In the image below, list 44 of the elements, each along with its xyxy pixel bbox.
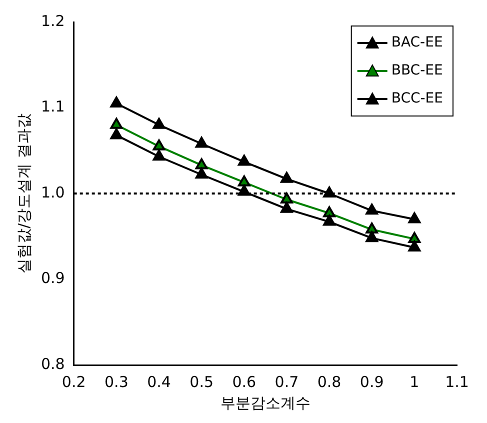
point bbox=[110, 118, 123, 129]
y-tick-label: 1.1 bbox=[40, 98, 65, 116]
y-tick-label: 1.0 bbox=[40, 183, 65, 202]
point bbox=[366, 204, 378, 215]
point bbox=[238, 154, 250, 166]
x-tick-label: 0.2 bbox=[62, 372, 86, 391]
point bbox=[110, 96, 123, 108]
x-tick-label: 0.8 bbox=[317, 372, 342, 391]
point bbox=[280, 172, 293, 183]
legend-label: BAC-EE bbox=[391, 34, 443, 51]
point bbox=[152, 118, 166, 129]
point bbox=[238, 184, 250, 196]
x-tick-label: 0.6 bbox=[232, 372, 256, 391]
x-tick-label: 0.3 bbox=[104, 372, 128, 391]
point bbox=[238, 175, 250, 186]
legend-label: BBC-EE bbox=[391, 62, 443, 79]
point bbox=[366, 231, 378, 242]
x-tick-label: 0.4 bbox=[147, 372, 171, 391]
x-tick-label: 0.5 bbox=[190, 372, 214, 391]
point bbox=[366, 222, 378, 234]
x-tick-label: 1 bbox=[410, 372, 420, 391]
y-tick-label: 0.9 bbox=[40, 269, 65, 288]
y-tick-label: 1.2 bbox=[40, 12, 65, 30]
point bbox=[280, 202, 293, 213]
x-tick-label: 0.9 bbox=[360, 372, 384, 391]
point bbox=[110, 128, 123, 140]
x-axis-title: 부분감소계수 bbox=[220, 394, 310, 412]
point bbox=[195, 168, 208, 179]
point bbox=[152, 139, 166, 150]
point bbox=[280, 192, 293, 204]
point bbox=[323, 206, 336, 218]
point bbox=[195, 136, 208, 148]
y-axis-title: 실험값/강도설계 결과값 bbox=[14, 114, 33, 274]
point bbox=[408, 232, 421, 243]
point bbox=[195, 158, 208, 170]
point bbox=[408, 240, 421, 252]
point bbox=[323, 186, 336, 198]
y-tick-label: 0.8 bbox=[40, 354, 65, 373]
x-tick-label: 0.7 bbox=[274, 372, 299, 391]
x-tick-label: 1.1 bbox=[445, 372, 469, 391]
legend-label: BCC-EE bbox=[391, 90, 444, 107]
point bbox=[152, 150, 166, 161]
point bbox=[323, 214, 336, 226]
point bbox=[408, 212, 421, 224]
